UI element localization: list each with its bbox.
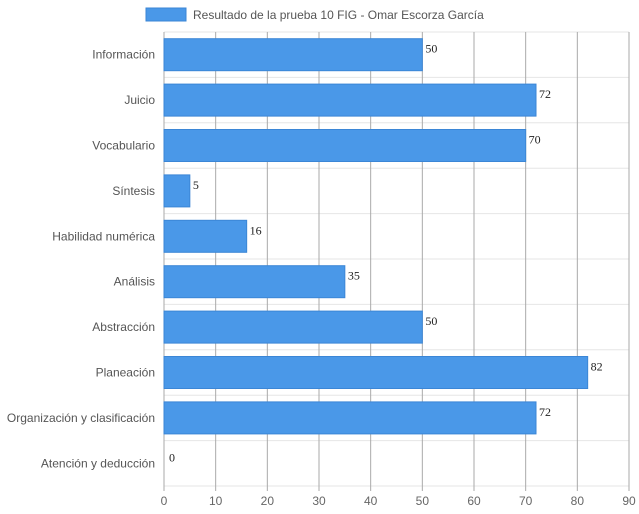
data-label: 50 bbox=[425, 42, 437, 56]
bar[interactable] bbox=[163, 356, 589, 389]
data-label: 50 bbox=[425, 314, 437, 328]
x-tick-label: 80 bbox=[571, 494, 585, 508]
data-label: 35 bbox=[348, 269, 360, 283]
bars-layer bbox=[163, 38, 589, 435]
x-tick-label: 40 bbox=[364, 494, 378, 508]
x-tick-label: 50 bbox=[416, 494, 430, 508]
category-label: Información bbox=[92, 48, 155, 62]
x-tick-label: 90 bbox=[622, 494, 636, 508]
category-label: Abstracción bbox=[92, 320, 155, 334]
category-label: Análisis bbox=[114, 275, 155, 289]
legend-swatch[interactable] bbox=[145, 7, 187, 22]
x-tick-label: 20 bbox=[261, 494, 275, 508]
category-label: Vocabulario bbox=[92, 139, 155, 153]
category-label: Planeación bbox=[96, 366, 155, 380]
x-tick-label: 10 bbox=[209, 494, 223, 508]
x-tick-label: 70 bbox=[519, 494, 533, 508]
legend[interactable]: Resultado de la prueba 10 FIG - Omar Esc… bbox=[145, 7, 484, 22]
data-label: 72 bbox=[539, 405, 551, 419]
x-tick-label: 30 bbox=[312, 494, 326, 508]
data-label: 16 bbox=[250, 223, 262, 237]
bar[interactable] bbox=[163, 265, 346, 299]
bar[interactable] bbox=[163, 129, 527, 162]
bar[interactable] bbox=[163, 174, 191, 208]
data-label: 70 bbox=[529, 133, 541, 147]
bar[interactable] bbox=[163, 83, 537, 117]
data-label: 0 bbox=[169, 450, 175, 464]
category-label: Síntesis bbox=[112, 184, 155, 198]
category-label: Organización y clasificación bbox=[7, 411, 155, 425]
bar[interactable] bbox=[163, 401, 537, 435]
x-tick-label: 0 bbox=[161, 494, 168, 508]
data-label: 72 bbox=[539, 87, 551, 101]
category-label: Atención y deducción bbox=[41, 456, 155, 470]
bar[interactable] bbox=[163, 38, 423, 72]
data-label: 5 bbox=[193, 178, 199, 192]
category-label: Habilidad numérica bbox=[52, 229, 155, 243]
legend-label[interactable]: Resultado de la prueba 10 FIG - Omar Esc… bbox=[193, 8, 484, 22]
x-tick-label: 60 bbox=[467, 494, 481, 508]
category-label: Juicio bbox=[124, 93, 155, 107]
bar[interactable] bbox=[163, 310, 423, 344]
bar[interactable] bbox=[163, 219, 248, 253]
data-label: 82 bbox=[591, 360, 603, 374]
